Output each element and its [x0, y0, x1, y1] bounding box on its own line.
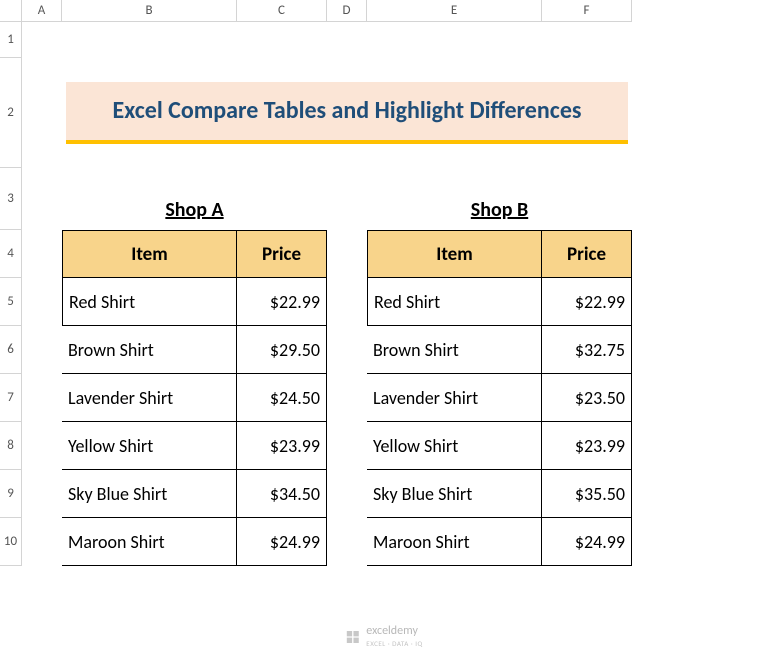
table-cell[interactable]: Yellow Shirt [62, 422, 237, 470]
row-header-7[interactable]: 7 [0, 374, 22, 422]
table-cell[interactable]: Sky Blue Shirt [62, 470, 237, 518]
select-all-corner[interactable] [0, 0, 22, 22]
row-header-1[interactable]: 1 [0, 22, 22, 58]
table-cell[interactable]: $23.99 [237, 422, 327, 470]
table-cell[interactable]: $24.99 [237, 518, 327, 566]
table-cell[interactable]: Red Shirt [367, 278, 542, 326]
table-cell[interactable]: $23.99 [542, 422, 632, 470]
col-header-c[interactable]: C [237, 0, 327, 22]
table-cell[interactable]: Brown Shirt [62, 326, 237, 374]
table-cell[interactable]: Maroon Shirt [367, 518, 542, 566]
table-cell[interactable]: $22.99 [237, 278, 327, 326]
watermark-text: exceldemy EXCEL · DATA · IQ [366, 625, 422, 649]
row-header-5[interactable]: 5 [0, 278, 22, 326]
table-cell[interactable]: Red Shirt [62, 278, 237, 326]
row-header-9[interactable]: 9 [0, 470, 22, 518]
col-header-b[interactable]: B [62, 0, 237, 22]
col-header-d[interactable]: D [327, 0, 367, 22]
table-cell[interactable]: Sky Blue Shirt [367, 470, 542, 518]
table-cell[interactable]: Yellow Shirt [367, 422, 542, 470]
title-cell[interactable]: Excel Compare Tables and Highlight Diffe… [62, 58, 632, 168]
table-cell[interactable]: $23.50 [542, 374, 632, 422]
shop-a-label[interactable]: Shop A [62, 168, 327, 230]
table-cell[interactable]: Brown Shirt [367, 326, 542, 374]
row-header-10[interactable]: 10 [0, 518, 22, 566]
table-cell[interactable]: $29.50 [237, 326, 327, 374]
watermark-brand: exceldemy [366, 624, 418, 638]
col-header-a[interactable]: A [22, 0, 62, 22]
table-cell[interactable]: $22.99 [542, 278, 632, 326]
table-cell[interactable]: $32.75 [542, 326, 632, 374]
table-cell[interactable]: $24.50 [237, 374, 327, 422]
table-cell[interactable]: $35.50 [542, 470, 632, 518]
shop-a-header-item[interactable]: Item [62, 230, 237, 278]
col-header-e[interactable]: E [367, 0, 542, 22]
page-title: Excel Compare Tables and Highlight Diffe… [66, 82, 628, 144]
table-cell[interactable]: Lavender Shirt [367, 374, 542, 422]
table-cell[interactable]: Maroon Shirt [62, 518, 237, 566]
table-cell[interactable]: $34.50 [237, 470, 327, 518]
watermark: exceldemy EXCEL · DATA · IQ [344, 625, 422, 649]
row-header-8[interactable]: 8 [0, 422, 22, 470]
row-header-2[interactable]: 2 [0, 58, 22, 168]
shop-b-header-price[interactable]: Price [542, 230, 632, 278]
shop-b-label[interactable]: Shop B [367, 168, 632, 230]
row-header-3[interactable]: 3 [0, 168, 22, 230]
row-header-6[interactable]: 6 [0, 326, 22, 374]
table-cell[interactable]: Lavender Shirt [62, 374, 237, 422]
watermark-sub: EXCEL · DATA · IQ [366, 639, 422, 648]
table-cell[interactable]: $24.99 [542, 518, 632, 566]
shop-b-header-item[interactable]: Item [367, 230, 542, 278]
col-header-f[interactable]: F [542, 0, 632, 22]
row-header-4[interactable]: 4 [0, 230, 22, 278]
spreadsheet-grid: A B C D E F 1 2 3 4 5 6 7 8 9 10 Excel C… [0, 0, 767, 566]
shop-a-header-price[interactable]: Price [237, 230, 327, 278]
logo-icon [344, 629, 360, 645]
